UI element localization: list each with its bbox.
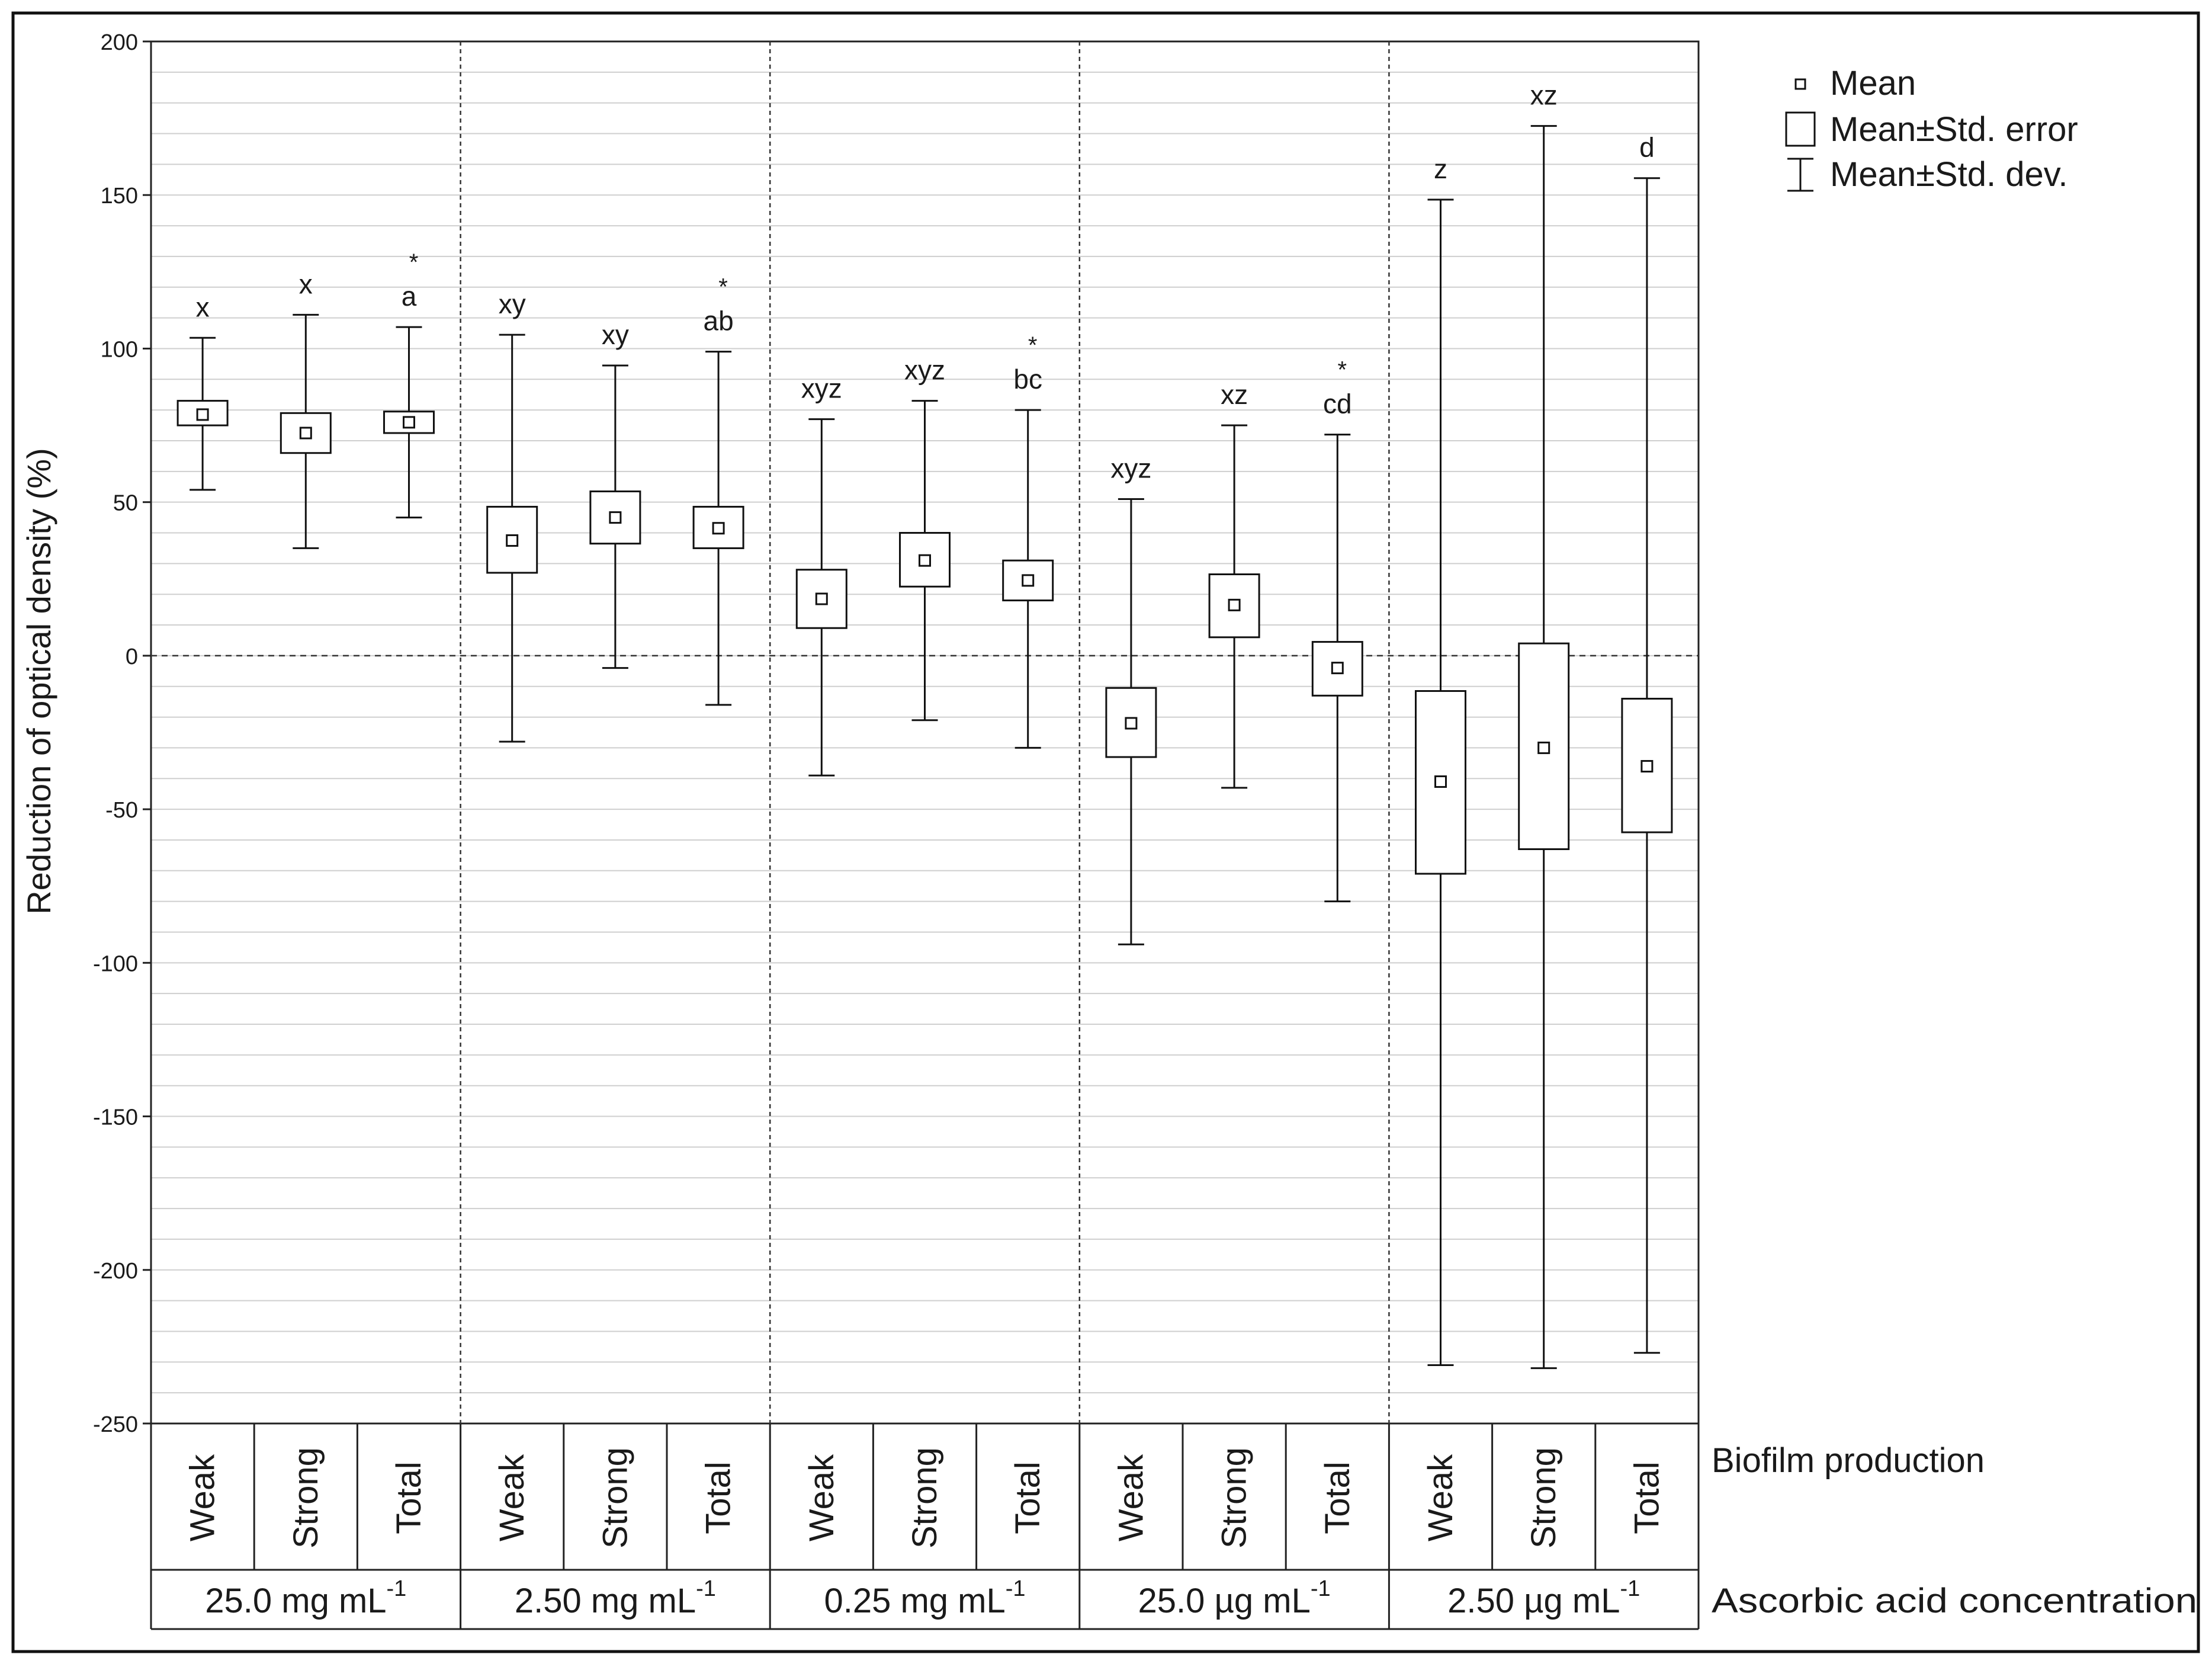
concentration-value: 2.50 µg mL	[1447, 1582, 1620, 1620]
category-label: Weak	[802, 1454, 841, 1541]
category-label: Strong	[906, 1447, 944, 1548]
y-tick-label: 200	[101, 30, 138, 55]
concentration-label: 25.0 mg mL-1	[205, 1576, 406, 1620]
category-label: Total	[1627, 1461, 1666, 1534]
y-tick-label: -50	[105, 798, 138, 823]
significance-letters: x	[196, 291, 210, 322]
significance-star: *	[1028, 332, 1038, 358]
y-tick-label: 150	[101, 184, 138, 209]
category-label: Weak	[184, 1454, 222, 1541]
legend-entry-mean: Mean	[1830, 64, 1916, 102]
significance-letters: bc	[1013, 364, 1042, 395]
legend-se-box	[1785, 111, 1816, 147]
significance-letters: xyz	[1110, 453, 1151, 483]
y-tick-label: -100	[93, 951, 138, 976]
mean-marker	[815, 592, 828, 605]
y-tick-label: -150	[93, 1105, 138, 1130]
row-label-concentration: Ascorbic acid concentration	[1712, 1582, 2197, 1620]
significance-letters: a	[402, 281, 417, 312]
significance-letters: d	[1639, 132, 1655, 163]
concentration-label: 0.25 mg mL-1	[824, 1576, 1025, 1620]
mean-marker	[712, 522, 725, 535]
mean-marker	[1537, 741, 1550, 754]
legend-entry-se: Mean±Std. error	[1830, 110, 2078, 149]
concentration-exponent: -1	[1620, 1576, 1640, 1601]
concentration-value: 25.0 mg mL	[205, 1582, 386, 1620]
y-axis-label: Reduction of optical density (%)	[20, 448, 57, 915]
category-label: Strong	[287, 1447, 325, 1548]
significance-star: *	[718, 274, 728, 300]
mean-marker	[1434, 775, 1447, 788]
y-tick-label: -250	[93, 1412, 138, 1437]
category-label: Total	[699, 1461, 738, 1534]
legend: Mean Mean±Std. error Mean±Std. dev.	[1785, 64, 2078, 194]
significance-letters: x	[299, 268, 313, 299]
legend-mean-marker	[1794, 78, 1806, 90]
mean-marker	[196, 408, 209, 421]
mean-marker	[1228, 598, 1241, 611]
mean-marker	[506, 534, 519, 547]
se-box	[899, 532, 951, 588]
category-label: Strong	[1524, 1447, 1563, 1548]
plot-area	[150, 40, 1700, 1425]
y-tick-label: 0	[126, 645, 138, 669]
significance-letters: xy	[499, 288, 526, 319]
category-label: Total	[390, 1461, 428, 1534]
concentration-value: 0.25 mg mL	[824, 1582, 1005, 1620]
category-label: Strong	[596, 1447, 634, 1548]
mean-marker	[1125, 717, 1138, 730]
mean-marker	[1640, 760, 1654, 773]
se-box	[795, 569, 847, 629]
mean-marker	[1022, 574, 1035, 587]
category-label: Weak	[1421, 1454, 1460, 1541]
mean-marker	[299, 427, 312, 440]
significance-star: *	[409, 249, 419, 275]
row-label-biofilm: Biofilm production	[1712, 1441, 1985, 1480]
significance-letters: xz	[1530, 80, 1558, 111]
category-label: Weak	[493, 1454, 531, 1541]
significance-letters: xz	[1221, 379, 1248, 410]
significance-letters: xyz	[904, 355, 945, 386]
data-marks: x x a * xy xy ab * xyz xyz bc * xyz xz cd * z xz d	[176, 80, 1673, 1370]
category-label: Weak	[1112, 1454, 1150, 1541]
concentration-exponent: -1	[696, 1576, 716, 1601]
category-label: Strong	[1215, 1447, 1254, 1548]
concentration-exponent: -1	[1006, 1576, 1026, 1601]
legend-entry-sd: Mean±Std. dev.	[1830, 155, 2068, 194]
concentration-exponent: -1	[1311, 1576, 1331, 1601]
concentration-label: 25.0 µg mL-1	[1138, 1576, 1331, 1620]
concentration-label: 2.50 mg mL-1	[515, 1576, 716, 1620]
mean-marker	[919, 554, 931, 567]
concentration-value: 25.0 µg mL	[1138, 1582, 1311, 1620]
concentration-label: 2.50 µg mL-1	[1447, 1576, 1640, 1620]
y-tick-label: 50	[113, 491, 138, 516]
significance-star: *	[1338, 357, 1347, 383]
significance-letters: ab	[704, 306, 734, 336]
significance-letters: z	[1434, 153, 1447, 184]
y-tick-label: -200	[93, 1259, 138, 1284]
significance-letters: xyz	[801, 373, 842, 404]
figure-frame	[11, 11, 2200, 1653]
concentration-value: 2.50 mg mL	[515, 1582, 696, 1620]
y-axis: 200 150 100 50 0 -50 -100 -150 -200 -250	[93, 30, 151, 1437]
significance-letters: xy	[602, 319, 629, 350]
y-tick-label: 100	[101, 337, 138, 362]
category-label: Total	[1318, 1461, 1357, 1534]
category-label: Total	[1009, 1461, 1047, 1534]
mean-marker	[403, 416, 415, 429]
mean-marker	[609, 511, 622, 524]
concentration-exponent: -1	[387, 1576, 407, 1601]
mean-marker	[1331, 662, 1344, 675]
plot-border	[150, 40, 1700, 1425]
significance-letters: cd	[1323, 389, 1352, 419]
